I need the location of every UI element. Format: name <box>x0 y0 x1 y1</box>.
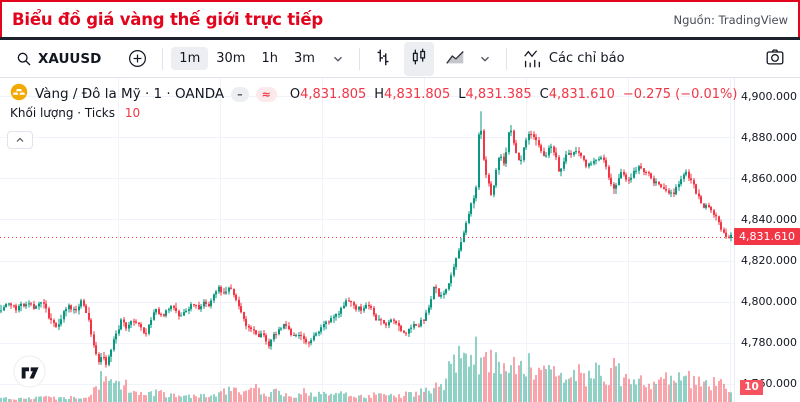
symbol-label: XAUUSD <box>38 50 102 67</box>
price-tick: 4,820.000 <box>741 254 797 267</box>
price-axis[interactable]: 4,900.000 4,880.000 4,860.000 4,840.000 … <box>734 78 800 402</box>
compare-add-symbol-button[interactable] <box>121 44 154 73</box>
page-title: Biểu đồ giá vàng thế giới trực tiếp <box>12 10 323 29</box>
price-tick: 4,840.000 <box>741 213 797 226</box>
timeframe-1m[interactable]: 1m <box>171 47 209 70</box>
indicators-label: Các chỉ báo <box>548 51 625 66</box>
change-value: −0.275 (−0.01%) <box>622 86 738 102</box>
chart-style-menu-button[interactable] <box>472 48 498 70</box>
chart-region: Vàng / Đô la Mỹ · 1 · OANDA – ≈ O4,831.8… <box>0 78 800 402</box>
low-label: L <box>458 86 466 102</box>
collapse-legend-button[interactable] <box>7 131 33 149</box>
chevron-down-icon <box>331 52 345 66</box>
chevron-down-icon <box>478 52 492 66</box>
volume-label: Khối lượng · Ticks <box>10 106 116 120</box>
symbol-legend[interactable]: Vàng / Đô la Mỹ · 1 · OANDA – ≈ O4,831.8… <box>10 83 737 105</box>
chart-style-bars-button[interactable] <box>368 42 398 76</box>
candles-chart-icon <box>408 48 430 72</box>
toolbar-separator <box>358 47 360 70</box>
snapshot-camera-button[interactable] <box>760 42 790 76</box>
close-value: 4,831.610 <box>548 86 615 102</box>
hide-indicator-pill[interactable]: – <box>231 86 249 102</box>
chart-style-area-button[interactable] <box>440 42 470 76</box>
indicators-icon <box>521 48 543 70</box>
close-label: C <box>539 86 549 102</box>
timeframe-1h[interactable]: 1h <box>261 51 278 66</box>
search-icon <box>16 51 32 67</box>
price-tick: 4,900.000 <box>741 90 797 103</box>
symbol-search-button[interactable]: XAUUSD <box>10 47 107 71</box>
volume-legend[interactable]: Khối lượng · Ticks 10 <box>10 106 140 120</box>
volume-value: 10 <box>124 106 141 120</box>
tradingview-logo[interactable] <box>13 355 46 388</box>
toolbar-separator <box>505 47 507 70</box>
low-value: 4,831.385 <box>465 86 532 102</box>
price-chart-canvas[interactable] <box>0 78 734 402</box>
high-label: H <box>374 86 385 102</box>
price-tick: 4,860.000 <box>741 172 797 185</box>
ohlc-values: O4,831.805 H4,831.805 L4,831.385 C4,831.… <box>290 87 738 102</box>
price-tick: 4,780.000 <box>741 336 797 349</box>
plus-circle-icon <box>127 48 148 69</box>
source-credit: Nguồn: TradingView <box>673 12 788 27</box>
timeframe-30m[interactable]: 30m <box>216 51 246 66</box>
camera-icon <box>764 48 786 72</box>
volume-value-badge: 10 <box>740 380 763 395</box>
area-chart-icon <box>444 50 466 72</box>
timeframe-3m[interactable]: 3m <box>293 51 315 66</box>
price-tick: 4,880.000 <box>741 131 797 144</box>
site-header: Biểu đồ giá vàng thế giới trực tiếp Nguồ… <box>0 0 800 37</box>
price-tick: 4,800.000 <box>741 295 797 308</box>
widget-top-border <box>0 37 800 40</box>
last-price-badge: 4,831.610 <box>734 228 800 245</box>
pair-title: Vàng / Đô la Mỹ · 1 · OANDA <box>35 86 225 102</box>
chart-toolbar: XAUUSD 1m 30m 1h 3m <box>0 40 800 78</box>
high-value: 4,831.805 <box>384 86 451 102</box>
toolbar-separator <box>162 47 164 70</box>
indicators-button[interactable]: Các chỉ báo <box>515 44 631 74</box>
chart-style-candles-button[interactable] <box>403 41 434 76</box>
open-label: O <box>289 86 301 102</box>
timeframe-menu-button[interactable] <box>325 48 351 70</box>
bars-chart-icon <box>372 49 394 72</box>
open-value: 4,831.805 <box>300 86 367 102</box>
delayed-data-pill[interactable]: ≈ <box>255 86 277 102</box>
chevron-up-icon <box>14 131 26 150</box>
gold-coin-icon <box>10 83 28 105</box>
